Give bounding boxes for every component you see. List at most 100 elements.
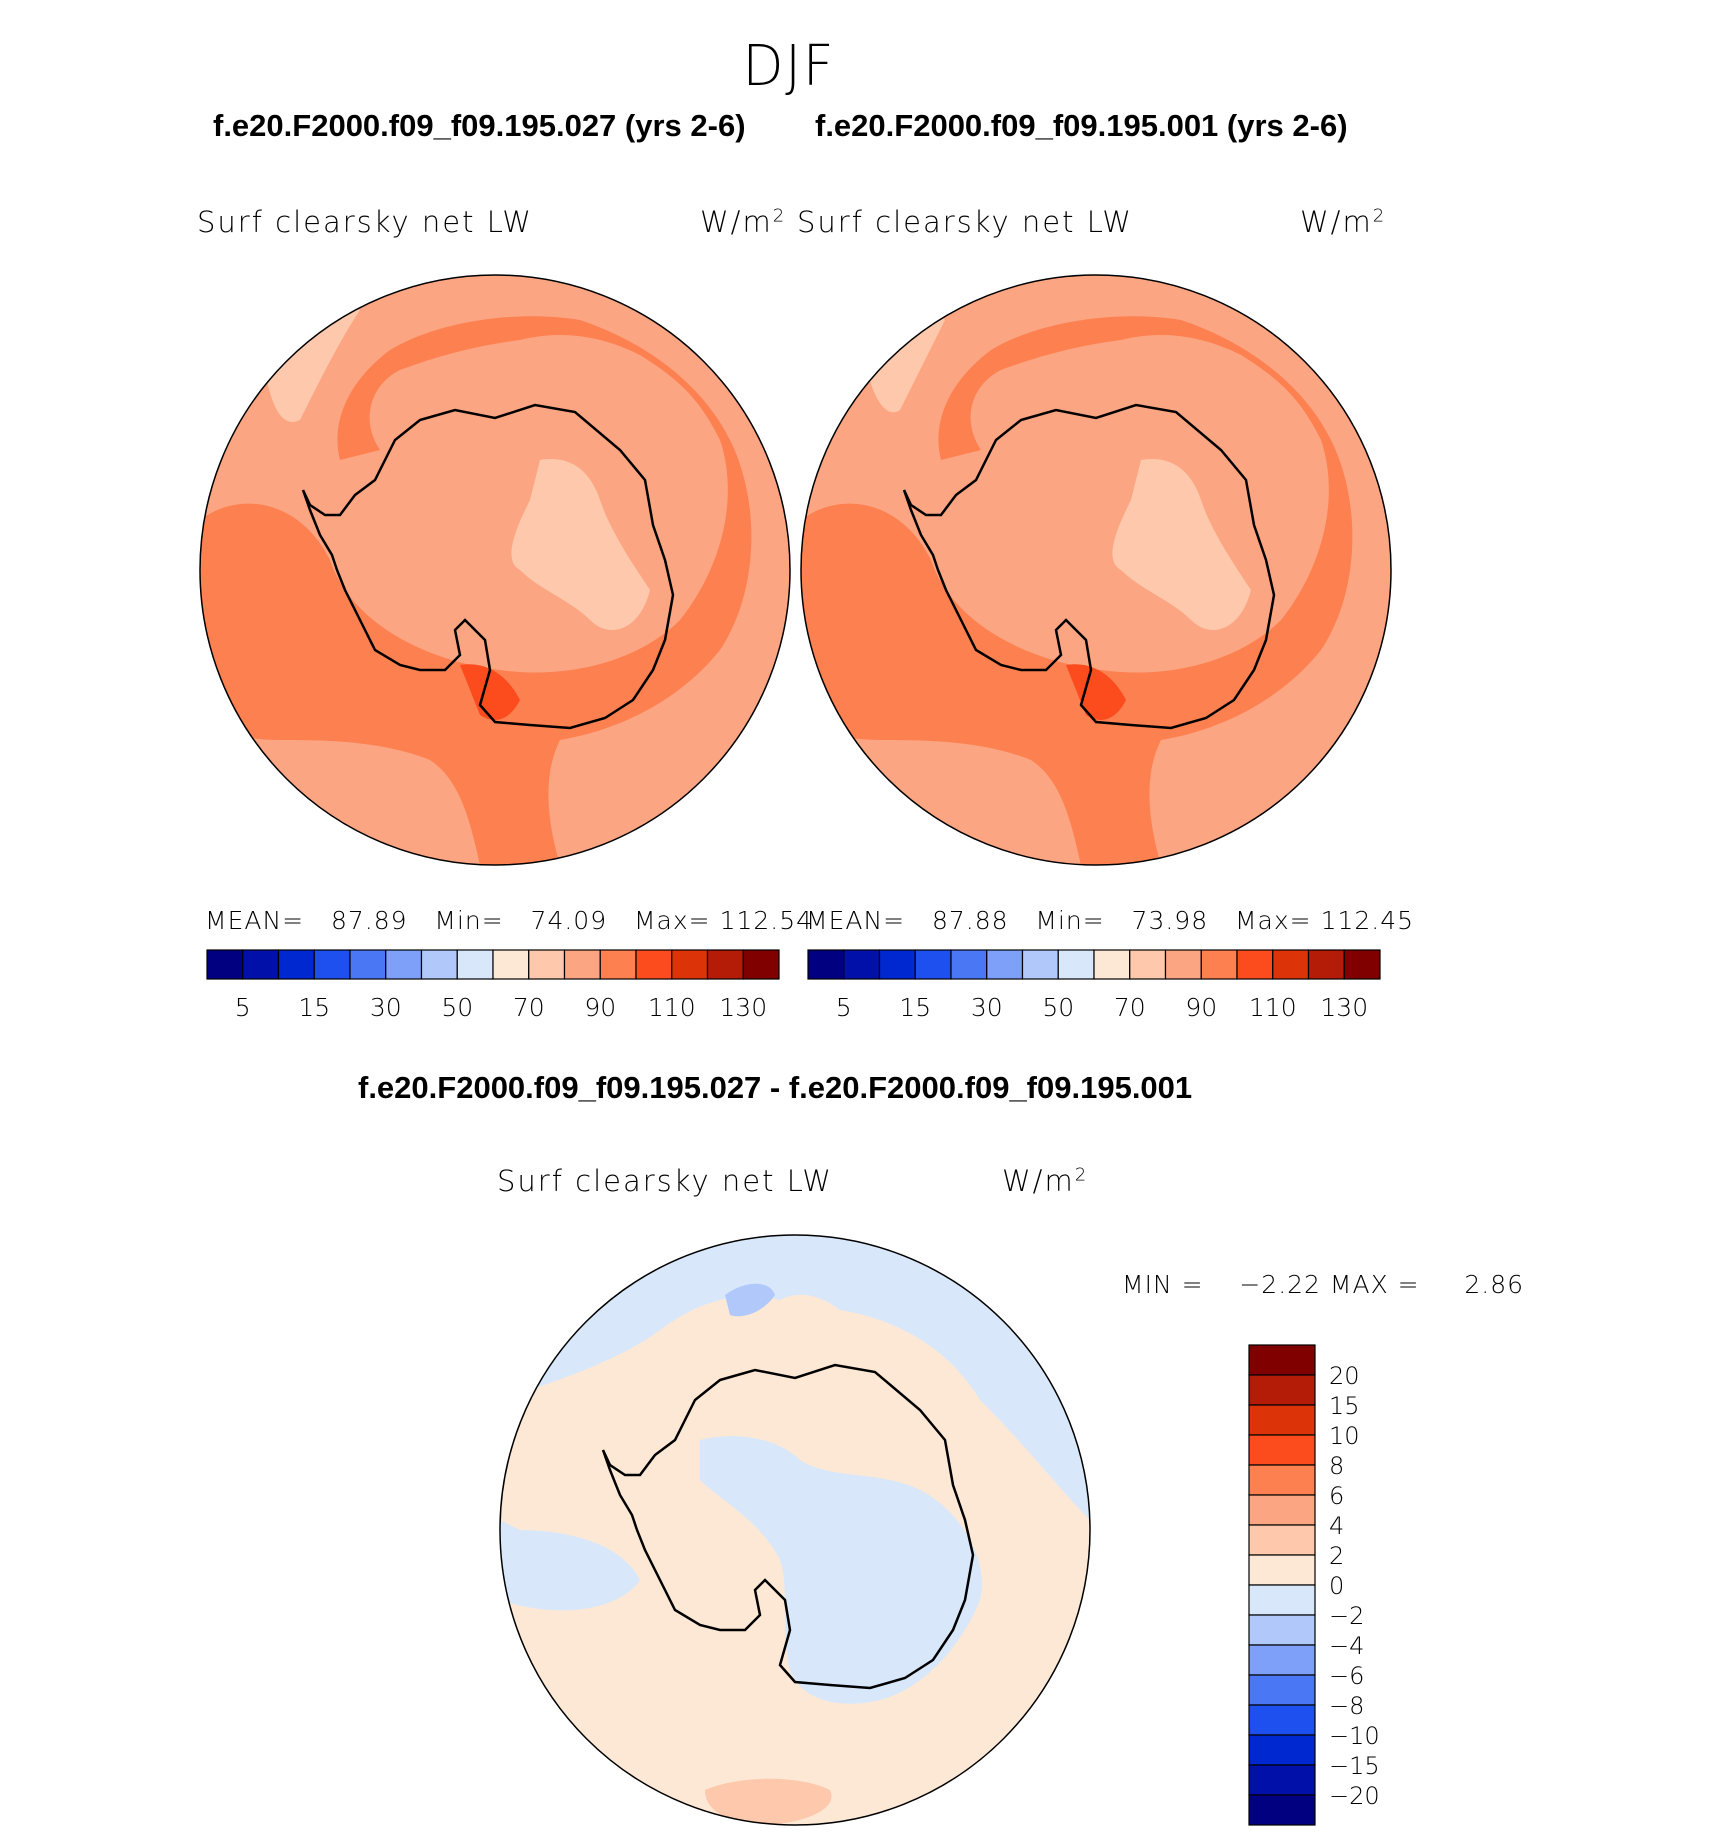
colorbar-swatch	[1307, 949, 1345, 980]
colorbar-tick-label: 5	[836, 993, 852, 1022]
colorbar-swatch	[706, 949, 744, 980]
colorbar-swatch	[1248, 1614, 1316, 1646]
colorbar-tick-label: 6	[1329, 1482, 1344, 1510]
map-boundary-left	[199, 274, 791, 866]
colorbar-swatch	[1093, 949, 1131, 980]
contour-band-90-110	[200, 316, 752, 865]
colorbar-tick-label: 130	[1320, 993, 1368, 1022]
colorbar-tick-label: 0	[1329, 1572, 1344, 1600]
colorbar-swatch	[1248, 1644, 1316, 1676]
colorbar-tick-label: 15	[1329, 1392, 1360, 1420]
colorbar-swatch	[807, 949, 845, 980]
map-boundary-right	[800, 274, 1392, 866]
colorbar-swatch	[528, 949, 566, 980]
contour-band-90-110	[801, 316, 1353, 865]
max-label: Max=	[1234, 906, 1312, 935]
colorbar-swatch	[843, 949, 881, 980]
units-exp: 2	[772, 205, 787, 227]
colorbar-swatch	[1248, 1374, 1316, 1406]
colorbar-tick-label: 30	[370, 993, 402, 1022]
mean-label: MEAN=	[806, 906, 906, 935]
colorbar-swatch	[1343, 949, 1381, 980]
min-value: 73.98	[1131, 906, 1209, 935]
colorbar-swatch	[563, 949, 601, 980]
contour-band-diff-m4-m2	[725, 1283, 775, 1317]
min-label: Min=	[1035, 906, 1105, 935]
colorbar-tick-label: 15	[298, 993, 330, 1022]
diff-max-label: MAX =	[1329, 1270, 1420, 1299]
colorbar-swatch	[1248, 1554, 1316, 1586]
colorbar-swatch	[742, 949, 780, 980]
mean-value: 87.88	[931, 906, 1009, 935]
map-panel-right	[801, 275, 1391, 865]
diff-case-title: f.e20.F2000.f09_f09.195.027 - f.e20.F200…	[358, 1070, 1193, 1105]
colorbar-tick-label: 50	[1042, 993, 1074, 1022]
variable-title-right: Surf clearsky net LW	[797, 205, 1133, 239]
colorbar-swatch	[1248, 1434, 1316, 1466]
colorbar-swatch	[1272, 949, 1310, 980]
variable-title-left: Surf clearsky net LW	[197, 205, 533, 239]
map-panel-left	[200, 275, 790, 865]
contour-band-50-70-interior	[1112, 459, 1251, 630]
units-left: W/m2	[700, 205, 786, 239]
colorbar-tick-label: −20	[1329, 1782, 1380, 1810]
colorbar-swatch	[206, 949, 244, 980]
colorbar-swatch	[277, 949, 315, 980]
colorbar-swatch	[1248, 1674, 1316, 1706]
colorbar-swatch	[1057, 949, 1095, 980]
colorbar-swatch	[492, 949, 530, 980]
colorbar-swatch	[1248, 1704, 1316, 1736]
colorbar-tick-label: 70	[1114, 993, 1146, 1022]
units-right: W/m2	[1300, 205, 1386, 239]
colorbar-swatch	[1021, 949, 1059, 980]
colorbar-tick-label: 8	[1329, 1452, 1344, 1480]
colorbar-tick-label: −6	[1329, 1662, 1364, 1690]
colorbar-swatch	[1129, 949, 1167, 980]
colorbar-tick-label: −2	[1329, 1602, 1364, 1630]
colorbar-tick-label: 10	[1329, 1422, 1360, 1450]
colorbar-tick-label: −15	[1329, 1752, 1380, 1780]
units-base: W/m	[1002, 1164, 1075, 1198]
colorbar-swatch	[1248, 1344, 1316, 1376]
colorbar-tick-label: 15	[899, 993, 931, 1022]
map-boundary-diff	[499, 1234, 1091, 1826]
colorbar-tick-label: 110	[648, 993, 696, 1022]
colorbar-tick-label: 130	[719, 993, 767, 1022]
colorbar-swatch	[914, 949, 952, 980]
colorbar-swatch	[950, 949, 988, 980]
units-exp: 2	[1372, 205, 1387, 227]
colorbar-right: 5 15 30 50 70 90 110 130	[807, 949, 1381, 1022]
colorbar-left: 5 15 30 50 70 90 110 130	[206, 949, 780, 1022]
contour-band-diff-2-4	[705, 1778, 832, 1825]
units-exp: 2	[1074, 1164, 1089, 1186]
stats-right: MEAN= 87.88 Min= 73.98 Max= 112.45	[806, 906, 1414, 935]
colorbar-swatch	[1248, 1494, 1316, 1526]
colorbar-tick-label: 90	[1185, 993, 1217, 1022]
colorbar-swatch	[1248, 1404, 1316, 1436]
colorbar-swatch	[671, 949, 709, 980]
season-title: DJF	[742, 34, 836, 99]
colorbar-swatch	[1248, 1794, 1316, 1826]
colorbar-swatch	[1248, 1524, 1316, 1556]
diff-min-value: −2.22	[1239, 1270, 1321, 1299]
max-label: Max=	[633, 906, 711, 935]
stats-left: MEAN= 87.89 Min= 74.09 Max= 112.54	[205, 906, 813, 935]
colorbar-tick-label: 90	[584, 993, 616, 1022]
diff-max-value: 2.86	[1464, 1270, 1525, 1299]
min-value: 74.09	[530, 906, 608, 935]
diff-units: W/m2	[1002, 1164, 1088, 1198]
colorbar-swatch	[1236, 949, 1274, 980]
colorbar-swatch	[635, 949, 673, 980]
mean-value: 87.89	[330, 906, 408, 935]
colorbar-tick-label: −4	[1329, 1632, 1364, 1660]
contour-band-110-130	[460, 664, 520, 720]
case-title-left: f.e20.F2000.f09_f09.195.027 (yrs 2-6)	[213, 108, 746, 143]
colorbar-swatch	[1248, 1464, 1316, 1496]
colorbar-tick-label: 4	[1329, 1512, 1344, 1540]
colorbar-tick-label: 20	[1329, 1362, 1360, 1390]
colorbar-swatch	[456, 949, 494, 980]
max-value: 112.54	[719, 906, 814, 935]
colorbar-tick-label: 5	[235, 993, 251, 1022]
